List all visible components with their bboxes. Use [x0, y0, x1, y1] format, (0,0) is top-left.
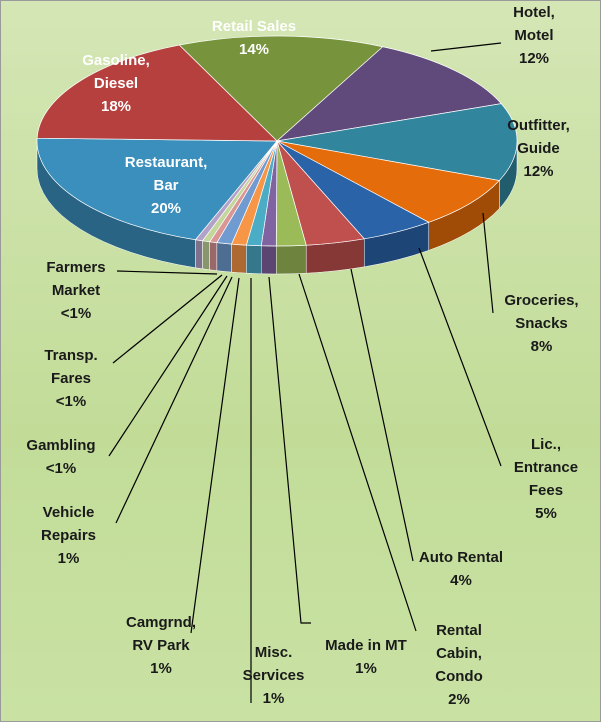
- value-label: <1%: [60, 305, 92, 322]
- value-label: 1%: [57, 550, 80, 567]
- slice-side: [209, 241, 218, 271]
- value-label: 4%: [450, 572, 472, 589]
- category-label: Gambling: [26, 437, 96, 454]
- data-label: Farmers Market <1%: [36, 256, 116, 325]
- slice: [276, 140, 501, 223]
- category-label: Auto Rental: [418, 549, 504, 566]
- leader-line: [482, 212, 494, 314]
- category-label: Vehicle Repairs: [40, 504, 97, 544]
- data-label: Transp. Fares <1%: [36, 344, 106, 413]
- category-label: Groceries, Snacks: [504, 292, 579, 332]
- value-label: 18%: [100, 98, 132, 115]
- slice: [178, 35, 384, 142]
- value-label: 1%: [150, 660, 172, 677]
- data-label: Misc. Services 1%: [236, 641, 311, 710]
- slice-side: [246, 244, 262, 275]
- value-label: 2%: [448, 691, 470, 708]
- category-label: Hotel, Motel: [513, 4, 555, 44]
- value-label: 20%: [150, 200, 182, 217]
- category-label: Retail Sales: [211, 18, 297, 35]
- data-label: Camgrnd, RV Park 1%: [121, 611, 201, 680]
- value-label: 12%: [523, 163, 554, 180]
- data-label: Retail Sales 14%: [194, 15, 314, 61]
- category-label: Rental Cabin, Condo: [435, 622, 483, 685]
- slice-side: [231, 243, 247, 274]
- value-label: <1%: [55, 393, 87, 410]
- data-label: Rental Cabin, Condo 2%: [424, 619, 494, 711]
- slice: [36, 44, 278, 142]
- leader-line: [115, 276, 233, 524]
- category-label: Lic., Entrance Fees: [513, 436, 579, 499]
- leader-line: [116, 270, 218, 275]
- data-label: Gasoline, Diesel 18%: [76, 49, 156, 118]
- value-label: 12%: [518, 50, 550, 67]
- value-label: 1%: [262, 690, 285, 707]
- data-label: Restaurant, Bar 20%: [111, 151, 221, 220]
- value-label: 8%: [530, 338, 553, 355]
- data-label: Gambling <1%: [16, 434, 106, 480]
- category-label: Farmers Market: [46, 259, 106, 299]
- value-label: 14%: [238, 41, 270, 58]
- slice-side: [216, 242, 232, 273]
- value-label: 1%: [355, 660, 377, 677]
- slice: [275, 46, 502, 142]
- slice-side: [202, 240, 210, 271]
- slice: [36, 137, 278, 241]
- category-label: Transp. Fares: [44, 347, 98, 387]
- data-label: Groceries, Snacks 8%: [494, 289, 589, 358]
- leader-line: [418, 247, 502, 467]
- leader-line: [268, 276, 311, 624]
- leader-line: [112, 274, 223, 364]
- category-label: Made in MT: [325, 637, 407, 654]
- value-label: 5%: [535, 505, 557, 522]
- data-label: Hotel, Motel 12%: [504, 1, 564, 70]
- slice-side: [276, 244, 307, 275]
- data-label: Vehicle Repairs 1%: [31, 501, 106, 570]
- leader-line: [298, 273, 417, 632]
- data-label: Lic., Entrance Fees 5%: [506, 433, 586, 525]
- category-label: Gasoline, Diesel: [82, 52, 150, 92]
- category-label: Outfitter, Guide: [507, 117, 570, 157]
- leader-line: [108, 275, 228, 457]
- data-label: Auto Rental 4%: [406, 546, 516, 592]
- value-label: <1%: [45, 460, 77, 477]
- leader-line: [350, 268, 414, 562]
- category-label: Misc. Services: [242, 644, 305, 684]
- slice-side: [195, 239, 203, 270]
- slice-side: [261, 245, 277, 275]
- data-label: Made in MT 1%: [311, 634, 421, 680]
- slice: [276, 103, 518, 181]
- category-label: Camgrnd, RV Park: [125, 614, 196, 654]
- leader-line: [430, 42, 502, 52]
- leader-line: [190, 277, 240, 634]
- data-label: Outfitter, Guide 12%: [496, 114, 581, 183]
- category-label: Restaurant, Bar: [124, 154, 208, 194]
